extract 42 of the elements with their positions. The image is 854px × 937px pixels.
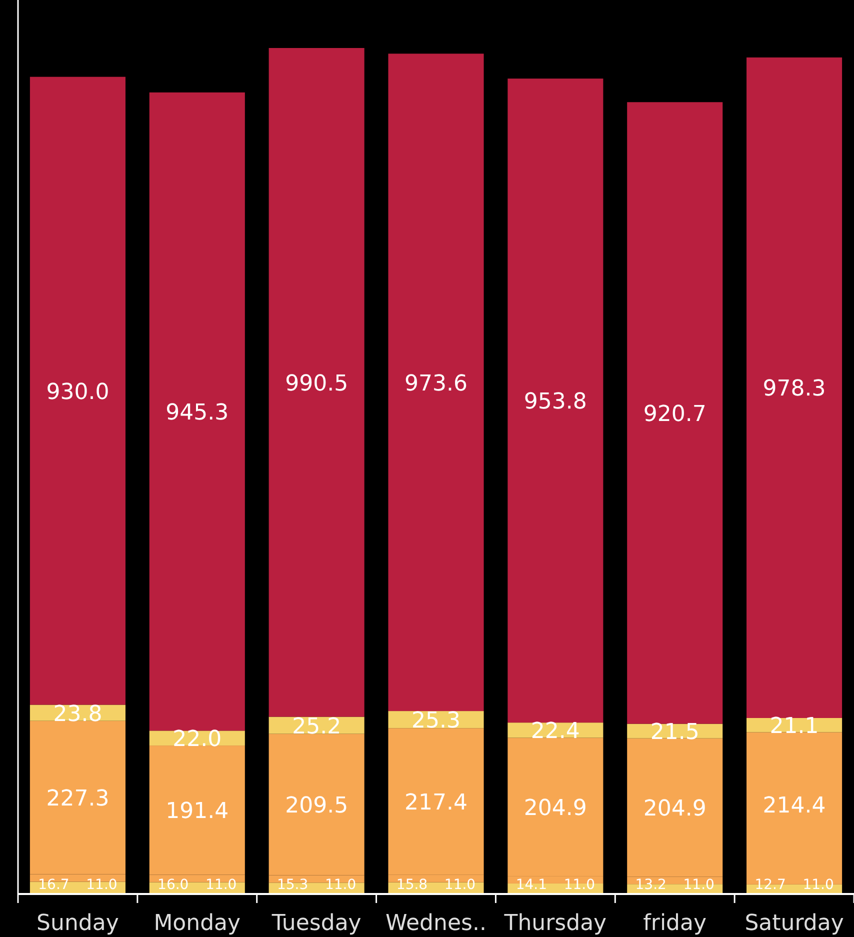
data-label: 25.3 [412, 708, 460, 734]
data-label: 191.4 [166, 799, 229, 824]
data-label: 11.0 [683, 877, 714, 893]
data-label: 204.9 [524, 796, 587, 821]
data-label: 930.0 [46, 380, 110, 405]
x-tick-label: friday [643, 911, 707, 936]
data-label: 21.5 [650, 720, 700, 746]
data-label: 16.0 [158, 877, 189, 893]
x-tick-label: Thursday [503, 911, 607, 936]
data-label: 214.4 [762, 794, 826, 819]
data-label: 11.0 [802, 877, 834, 893]
x-tick-label: Saturday [744, 911, 844, 936]
data-label: 22.4 [530, 719, 580, 744]
data-label: 21.1 [770, 714, 819, 740]
data-label: 11.0 [206, 877, 237, 893]
data-label: 13.2 [635, 877, 666, 893]
data-label: 11.0 [324, 877, 356, 893]
data-label: 11.0 [86, 877, 118, 893]
x-tick-label: Wednes.. [386, 911, 486, 936]
data-label: 25.2 [292, 714, 342, 740]
data-label: 23.8 [53, 702, 102, 727]
data-label: 15.3 [276, 877, 308, 893]
data-label: 973.6 [404, 371, 468, 396]
data-label: 204.9 [643, 796, 706, 822]
x-tick-label: Monday [154, 911, 241, 936]
data-label: 11.0 [564, 877, 596, 893]
data-label: 217.4 [404, 790, 468, 816]
data-label: 15.8 [396, 877, 428, 893]
data-label: 978.3 [762, 376, 826, 402]
data-label: 22.0 [172, 727, 222, 752]
data-label: 11.0 [444, 877, 476, 893]
data-label: 12.7 [754, 877, 786, 893]
x-tick-label: Sunday [36, 911, 119, 936]
data-label: 227.3 [46, 786, 110, 812]
data-label: 16.7 [38, 877, 70, 893]
data-label: 14.1 [516, 877, 548, 893]
data-label: 209.5 [285, 794, 348, 819]
data-label: 920.7 [643, 402, 706, 427]
data-label: 953.8 [524, 390, 587, 415]
data-label: 990.5 [285, 371, 348, 396]
x-tick-label: Tuesday [270, 911, 362, 936]
data-label: 945.3 [166, 400, 229, 426]
